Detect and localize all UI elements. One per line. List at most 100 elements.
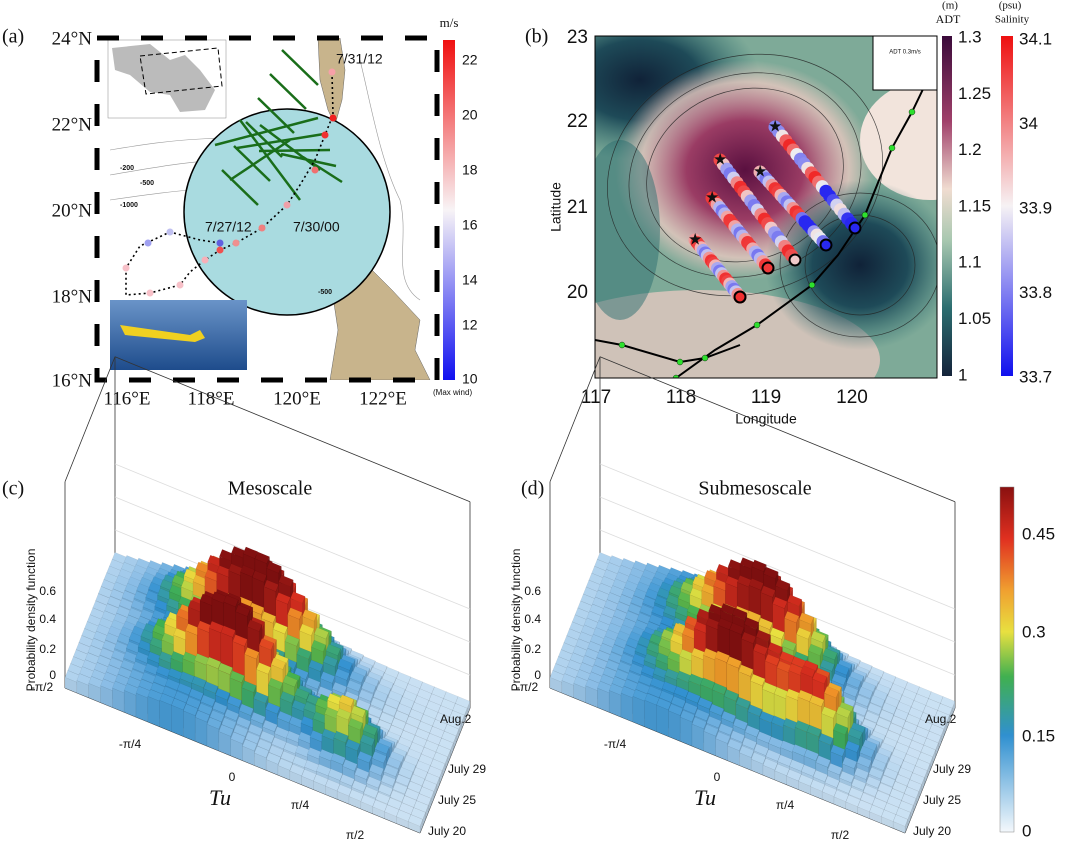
bar-front <box>762 765 775 781</box>
pdf-colorbar <box>999 486 1015 833</box>
bar-front <box>703 731 716 756</box>
contour-label: -500 <box>140 180 154 187</box>
map-border <box>94 35 440 383</box>
typhoon-track <box>125 71 334 296</box>
colorbar-name: Salinity <box>995 14 1030 26</box>
bar-front <box>206 724 219 752</box>
typhoon-dot <box>232 239 240 247</box>
typhoon-dot <box>144 239 152 247</box>
date-tick: July 25 <box>438 793 476 807</box>
bar-front <box>360 801 373 814</box>
bar-front <box>680 716 693 747</box>
typhoon-dot <box>216 246 224 254</box>
bar-front <box>632 696 645 727</box>
lon-tick: 118°E <box>188 388 235 409</box>
lat-tick: 22°N <box>52 114 93 135</box>
lat-tick: 24°N <box>52 28 93 49</box>
lat-tick: 16°N <box>52 370 93 391</box>
contour-label: -200 <box>120 165 134 172</box>
start-marker: ★ <box>753 164 767 181</box>
typhoon-dot <box>146 289 154 297</box>
typhoon-dot <box>166 228 174 236</box>
map-content: ★ ★ ★ ★ ★ <box>595 36 937 378</box>
bar-front <box>739 752 752 771</box>
lat-tick: 20°N <box>52 200 93 221</box>
adt-colorbar <box>942 36 952 376</box>
bar-front <box>301 776 314 790</box>
colorbar-tick: 14 <box>462 272 478 288</box>
lat-tick: 23 <box>567 27 588 48</box>
lat-tick: 18°N <box>52 286 93 307</box>
panel-c <box>64 356 471 834</box>
z-tick: 0.4 <box>39 612 56 626</box>
axis-box <box>114 356 471 503</box>
z-tick: 0.6 <box>524 584 541 598</box>
colorbar-tick: 1.2 <box>958 140 982 159</box>
bar-front <box>715 738 728 761</box>
colorbar-unit: m/s <box>440 15 459 30</box>
lat-tick: 21 <box>567 197 588 218</box>
annotation: 7/30/00 <box>293 219 340 235</box>
annotation: 7/31/12 <box>336 51 383 67</box>
bar-front <box>396 816 409 829</box>
lon-tick: 120 <box>836 387 868 408</box>
panel-title: Mesoscale <box>228 478 313 500</box>
z-tick: 0.6 <box>39 584 56 598</box>
colorbar-tick: 12 <box>462 317 478 333</box>
colorbar-tick: 18 <box>462 162 478 178</box>
colorbar-tick: 33.8 <box>1019 283 1052 302</box>
typhoon-dot <box>329 114 337 122</box>
typhoon-dot <box>176 281 184 289</box>
end-marker <box>761 261 775 275</box>
bar-front <box>372 806 385 819</box>
tu-tick: 0 <box>714 770 721 784</box>
bar-front <box>266 759 279 776</box>
end-marker <box>848 221 862 235</box>
typhoon-dot <box>283 201 291 209</box>
bar-front <box>822 791 835 805</box>
bar-front <box>845 801 858 814</box>
panel-b: ★ ★ ★ ★ ★ <box>594 35 1013 379</box>
lon-tick: 119 <box>751 387 781 408</box>
tu-tick: π/2 <box>831 828 850 842</box>
bar-front <box>857 806 870 819</box>
bar-front <box>195 717 208 747</box>
date-tick: July 20 <box>913 824 951 838</box>
bar-front <box>833 796 846 810</box>
bar-front <box>230 738 243 761</box>
panel-label: (b) <box>525 26 548 48</box>
panel-label: (c) <box>2 478 24 500</box>
colorbar-tick: 1.25 <box>958 84 991 103</box>
glider <box>120 325 205 342</box>
axis-box <box>599 356 956 503</box>
inset-box <box>139 47 223 95</box>
vector-label: ADT 0.3m/s <box>889 50 921 56</box>
lon-tick: 122°E <box>359 388 407 409</box>
axis-box <box>114 463 471 610</box>
bar-front <box>171 704 184 737</box>
bar-front <box>644 700 657 732</box>
bar-front <box>218 731 231 756</box>
tu-label: Tu <box>694 785 716 810</box>
start-marker: ★ <box>688 232 702 249</box>
colorbar-tick: 22 <box>462 52 478 68</box>
bar-front <box>774 770 787 785</box>
panel-label: (a) <box>2 26 24 48</box>
land <box>317 38 346 126</box>
tu-tick: π/4 <box>776 798 795 812</box>
x-axis-label: Longitude <box>735 411 797 427</box>
tu-tick: 0 <box>229 770 236 784</box>
colorbar-tick: 34.1 <box>1019 29 1052 48</box>
bar-front <box>786 776 799 790</box>
panel-title: Submesoscale <box>698 478 811 500</box>
colorbar-tick: 20 <box>462 107 478 123</box>
bar-front <box>691 723 704 752</box>
colorbar-tick: 1.15 <box>958 196 991 215</box>
bar-front <box>159 700 172 732</box>
bar-front <box>727 745 740 766</box>
map-border <box>594 35 938 379</box>
panel-d <box>549 356 956 834</box>
bar-front <box>810 786 823 800</box>
typhoon-dot <box>321 131 329 139</box>
